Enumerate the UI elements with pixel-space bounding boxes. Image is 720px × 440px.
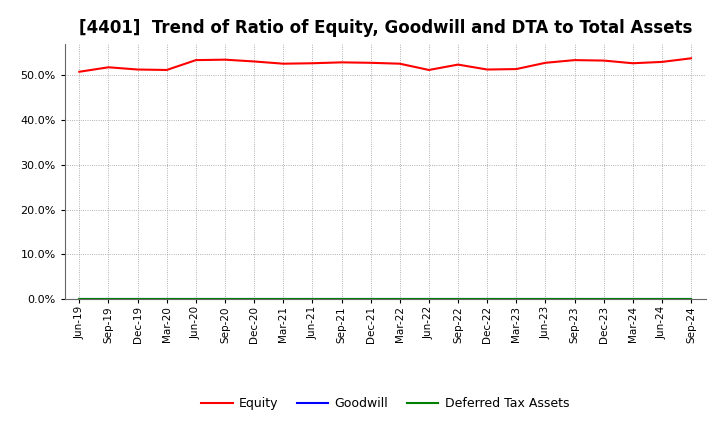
Equity xyxy=(104,65,113,70)
Equity xyxy=(657,59,666,65)
Equity xyxy=(395,61,404,66)
Deferred Tax Assets xyxy=(687,297,696,302)
Equity xyxy=(163,67,171,73)
Goodwill xyxy=(599,297,608,302)
Goodwill xyxy=(337,297,346,302)
Deferred Tax Assets xyxy=(163,297,171,302)
Equity xyxy=(512,66,521,72)
Goodwill xyxy=(279,297,287,302)
Goodwill xyxy=(366,297,375,302)
Deferred Tax Assets xyxy=(541,297,550,302)
Equity xyxy=(687,56,696,61)
Goodwill xyxy=(687,297,696,302)
Deferred Tax Assets xyxy=(599,297,608,302)
Equity xyxy=(133,67,142,72)
Deferred Tax Assets xyxy=(337,297,346,302)
Equity xyxy=(250,59,258,64)
Goodwill xyxy=(250,297,258,302)
Equity xyxy=(308,61,317,66)
Title: [4401]  Trend of Ratio of Equity, Goodwill and DTA to Total Assets: [4401] Trend of Ratio of Equity, Goodwil… xyxy=(78,19,692,37)
Goodwill xyxy=(163,297,171,302)
Line: Equity: Equity xyxy=(79,59,691,72)
Equity xyxy=(366,60,375,66)
Equity xyxy=(541,60,550,66)
Deferred Tax Assets xyxy=(133,297,142,302)
Goodwill xyxy=(541,297,550,302)
Goodwill xyxy=(657,297,666,302)
Deferred Tax Assets xyxy=(279,297,287,302)
Equity xyxy=(337,60,346,65)
Deferred Tax Assets xyxy=(308,297,317,302)
Equity xyxy=(425,67,433,73)
Goodwill xyxy=(133,297,142,302)
Deferred Tax Assets xyxy=(512,297,521,302)
Goodwill xyxy=(75,297,84,302)
Deferred Tax Assets xyxy=(425,297,433,302)
Goodwill xyxy=(192,297,200,302)
Deferred Tax Assets xyxy=(220,297,229,302)
Equity xyxy=(192,58,200,63)
Goodwill xyxy=(512,297,521,302)
Deferred Tax Assets xyxy=(104,297,113,302)
Equity xyxy=(279,61,287,66)
Equity xyxy=(629,61,637,66)
Equity xyxy=(599,58,608,63)
Equity xyxy=(570,58,579,63)
Goodwill xyxy=(483,297,492,302)
Goodwill xyxy=(570,297,579,302)
Deferred Tax Assets xyxy=(454,297,462,302)
Goodwill xyxy=(425,297,433,302)
Goodwill xyxy=(104,297,113,302)
Equity xyxy=(454,62,462,67)
Equity xyxy=(75,69,84,74)
Legend: Equity, Goodwill, Deferred Tax Assets: Equity, Goodwill, Deferred Tax Assets xyxy=(197,392,574,415)
Goodwill xyxy=(454,297,462,302)
Goodwill xyxy=(220,297,229,302)
Deferred Tax Assets xyxy=(483,297,492,302)
Equity xyxy=(220,57,229,62)
Deferred Tax Assets xyxy=(395,297,404,302)
Goodwill xyxy=(395,297,404,302)
Goodwill xyxy=(308,297,317,302)
Deferred Tax Assets xyxy=(192,297,200,302)
Deferred Tax Assets xyxy=(629,297,637,302)
Goodwill xyxy=(629,297,637,302)
Deferred Tax Assets xyxy=(570,297,579,302)
Equity xyxy=(483,67,492,72)
Deferred Tax Assets xyxy=(250,297,258,302)
Deferred Tax Assets xyxy=(366,297,375,302)
Deferred Tax Assets xyxy=(657,297,666,302)
Deferred Tax Assets xyxy=(75,297,84,302)
